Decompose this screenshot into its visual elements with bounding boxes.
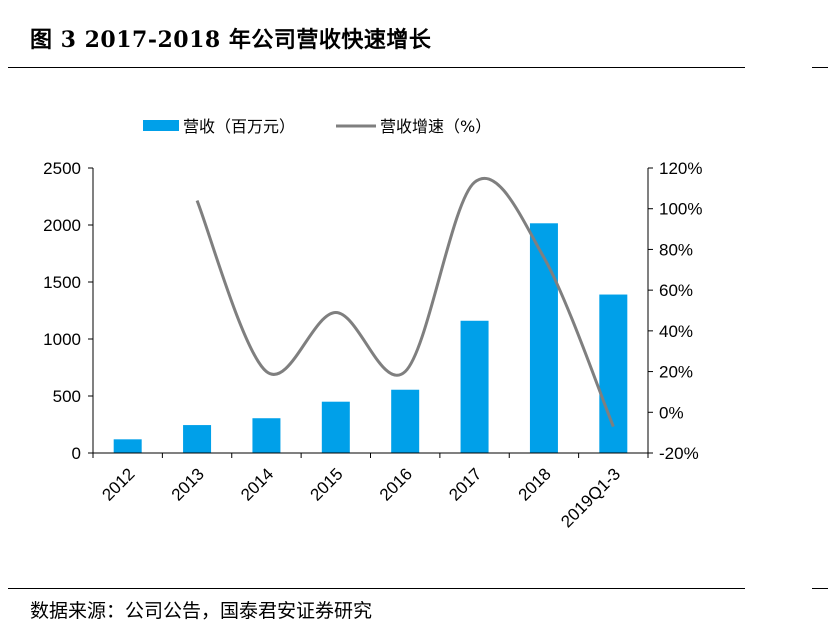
x-tick-label: 2019Q1-3	[557, 464, 624, 531]
right-tick-label: 60%	[659, 281, 693, 300]
right-tick-label: 120%	[659, 159, 702, 178]
x-tick-label: 2015	[306, 464, 346, 504]
legend-line-label: 营收增速（%）	[380, 117, 491, 136]
left-tick-label: 0	[72, 444, 81, 463]
line-group	[195, 176, 615, 428]
bar	[599, 294, 628, 453]
source-note: 数据来源：公司公告，国泰君安证券研究	[30, 600, 373, 622]
right-tick-label: 20%	[659, 363, 693, 382]
bar	[183, 425, 212, 453]
left-tick-label: 1500	[43, 273, 81, 292]
left-tick-label: 2500	[43, 159, 81, 178]
right-tick-label: 80%	[659, 240, 693, 259]
right-tick-label: 0%	[659, 403, 684, 422]
bars-group	[113, 223, 628, 453]
x-tick-label: 2016	[376, 464, 416, 504]
top-rule	[8, 67, 745, 68]
right-tick-label: 40%	[659, 322, 693, 341]
x-tick-label: 2017	[445, 464, 485, 504]
bar	[529, 223, 558, 453]
bar	[460, 320, 489, 453]
left-tick-label: 2000	[43, 216, 81, 235]
bottom-rule-right	[812, 588, 828, 589]
x-tick-label: 2014	[237, 464, 277, 504]
legend-bar-label: 营收（百万元）	[183, 117, 295, 136]
legend: 营收（百万元） 营收增速（%）	[143, 117, 491, 136]
bar	[391, 389, 420, 453]
bottom-rule	[8, 588, 745, 589]
top-rule-right	[812, 67, 828, 68]
legend-bar-swatch	[143, 120, 179, 131]
bar	[252, 418, 281, 453]
x-tick-label: 2013	[168, 464, 208, 504]
figure-title: 图 3 2017-2018 年公司营收快速增长	[30, 27, 432, 53]
x-tick-label: 2012	[98, 464, 138, 504]
left-tick-label: 1000	[43, 330, 81, 349]
x-tick-label: 2018	[515, 464, 555, 504]
left-tick-label: 500	[53, 387, 81, 406]
right-tick-label: -20%	[659, 444, 699, 463]
growth-line	[195, 176, 615, 428]
bar	[113, 439, 142, 453]
right-tick-label: 100%	[659, 200, 702, 219]
bar	[321, 401, 350, 453]
